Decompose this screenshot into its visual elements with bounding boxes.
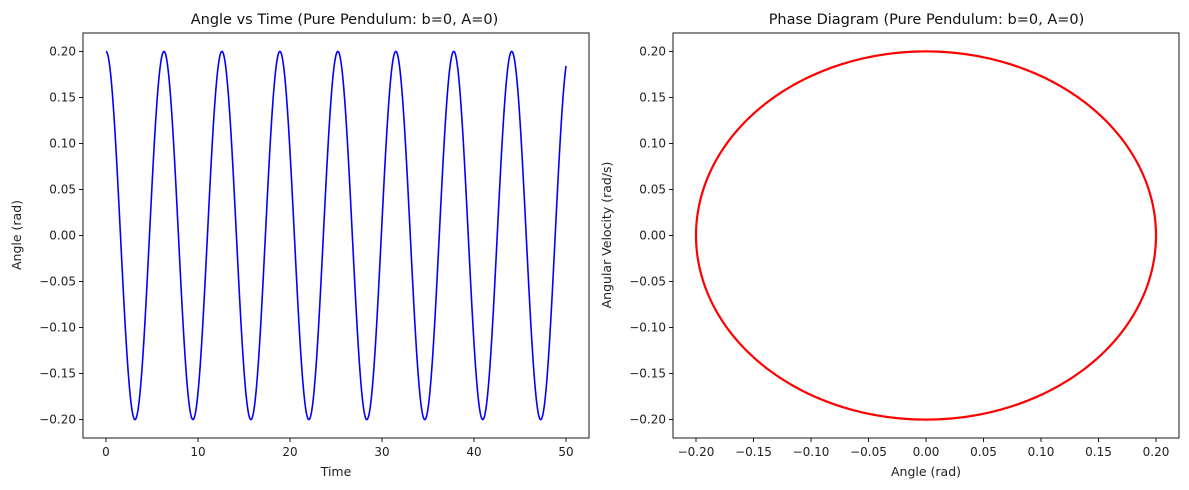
x-tick-label: 0 (102, 445, 110, 459)
chart-title: Phase Diagram (Pure Pendulum: b=0, A=0) (769, 12, 1085, 28)
y-tick-label: 0.00 (639, 229, 666, 243)
y-axis-label: Angle (rad) (9, 200, 24, 270)
x-tick-label: −0.15 (735, 445, 772, 459)
plot-area (673, 33, 1179, 438)
x-tick-label: 40 (466, 445, 481, 459)
x-tick-label: −0.10 (793, 445, 830, 459)
x-tick-label: 20 (282, 445, 297, 459)
y-tick-label: 0.05 (639, 182, 666, 196)
y-tick-label: −0.20 (629, 413, 666, 427)
y-tick-label: 0.20 (639, 44, 666, 58)
y-tick-label: 0.10 (639, 136, 666, 150)
x-axis-label: Angle (rad) (891, 464, 961, 479)
x-axis-ticks: −0.20 −0.15 −0.10 −0.05 0.00 0.05 0.10 0.15 0.20 (678, 438, 1170, 459)
y-tick-label: 0.05 (49, 182, 76, 196)
y-tick-label: −0.15 (629, 367, 666, 381)
y-tick-label: −0.20 (39, 413, 76, 427)
y-tick-label: 0.00 (49, 229, 76, 243)
x-tick-label: 0.15 (1085, 445, 1112, 459)
y-tick-label: −0.10 (629, 321, 666, 335)
x-tick-label: 0.20 (1143, 445, 1170, 459)
series-line (105, 50, 567, 421)
y-tick-label: 0.20 (49, 44, 76, 58)
x-tick-label: 50 (558, 445, 573, 459)
plot-area (83, 33, 589, 438)
series-line (694, 50, 1158, 421)
x-axis-ticks: 0 10 20 30 40 50 (102, 438, 574, 459)
chart-title: Angle vs Time (Pure Pendulum: b=0, A=0) (191, 12, 499, 28)
x-tick-label: −0.20 (678, 445, 715, 459)
y-axis-ticks: −0.20 −0.15 −0.10 −0.05 0.00 0.05 0.10 0.15 0.20 (39, 44, 83, 427)
series-layer (105, 50, 567, 421)
y-axis-ticks: −0.20 −0.15 −0.10 −0.05 0.00 0.05 0.10 0.15 0.20 (629, 44, 673, 427)
x-tick-label: 0.00 (913, 445, 940, 459)
x-tick-label: −0.05 (850, 445, 887, 459)
x-tick-label: 0.05 (970, 445, 997, 459)
y-tick-label: 0.15 (639, 90, 666, 104)
y-tick-label: −0.05 (629, 275, 666, 289)
series-layer (694, 50, 1158, 421)
y-axis-label: Angular Velocity (rad/s) (599, 162, 614, 309)
y-tick-label: −0.10 (39, 321, 76, 335)
x-tick-label: 0.10 (1028, 445, 1055, 459)
y-tick-label: −0.05 (39, 275, 76, 289)
x-tick-label: 10 (190, 445, 205, 459)
y-tick-label: 0.15 (49, 90, 76, 104)
y-tick-label: −0.15 (39, 367, 76, 381)
phase-diagram-chart: Phase Diagram (Pure Pendulum: b=0, A=0) … (599, 12, 1180, 479)
x-tick-label: 30 (374, 445, 389, 459)
x-axis-label: Time (320, 464, 352, 479)
y-tick-label: 0.10 (49, 136, 76, 150)
angle-vs-time-chart: Angle vs Time (Pure Pendulum: b=0, A=0) … (9, 12, 590, 479)
